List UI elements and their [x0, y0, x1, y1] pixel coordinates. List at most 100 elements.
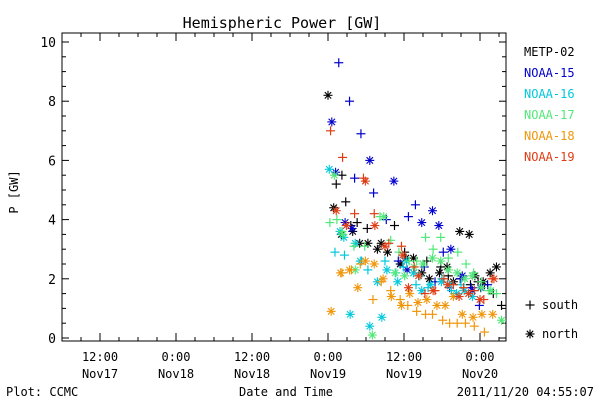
data-point-south: [355, 259, 365, 269]
data-point-south: [469, 321, 479, 331]
marker-stroke: [366, 322, 374, 330]
data-point-north: [327, 117, 337, 127]
marker-stroke: [361, 257, 369, 265]
marker-stroke: [428, 207, 437, 215]
data-point-south: [341, 197, 351, 207]
marker-stroke: [391, 269, 399, 277]
data-point-south: [439, 274, 449, 284]
marker-legend-symbol: [525, 300, 535, 310]
legend-item: NOAA-17: [524, 108, 575, 122]
marker-stroke: [348, 224, 356, 233]
data-point-north: [422, 295, 432, 305]
marker-stroke: [437, 257, 445, 265]
data-point-north: [360, 256, 370, 266]
marker-stroke: [383, 248, 392, 256]
data-point-north: [376, 238, 386, 248]
marker-stroke: [377, 239, 385, 247]
marker-stroke: [396, 260, 404, 268]
data-point-north: [365, 155, 375, 165]
marker-stroke: [497, 316, 506, 324]
data-point-south: [409, 262, 419, 272]
data-point-south: [390, 221, 399, 231]
x-tick-label-date: Nov18: [158, 367, 194, 381]
marker-stroke: [441, 301, 449, 310]
x-axis-label: Date and Time: [239, 385, 333, 399]
data-point-south: [338, 152, 348, 162]
data-point-south: [438, 247, 448, 257]
data-point-north: [367, 330, 377, 340]
data-point-south: [332, 215, 342, 225]
data-point-north: [372, 244, 382, 254]
marker-stroke: [379, 275, 387, 283]
marker-stroke: [489, 310, 497, 318]
marker-stroke: [361, 177, 369, 185]
data-point-south: [339, 250, 349, 260]
marker-legend-label: south: [542, 298, 578, 312]
data-point-south: [411, 280, 421, 290]
data-point-north: [477, 309, 487, 319]
data-point-north: [345, 265, 355, 275]
data-point-north: [446, 244, 456, 254]
data-point-north: [390, 268, 400, 278]
data-point-north: [454, 292, 464, 302]
data-point-north: [432, 300, 442, 310]
marker-stroke: [340, 233, 348, 241]
footer-left: Plot: CCMC: [6, 385, 78, 399]
marker-stroke: [414, 298, 422, 307]
y-tick-label: 4: [48, 214, 56, 229]
marker-stroke: [455, 292, 463, 301]
marker-stroke: [444, 266, 452, 274]
series-markers: [326, 126, 499, 305]
data-point-north: [379, 212, 389, 222]
data-point-south: [369, 188, 379, 198]
marker-stroke: [490, 275, 498, 283]
data-point-south: [349, 241, 359, 251]
data-point-south: [412, 306, 422, 316]
marker-stroke: [486, 269, 494, 277]
marker-stroke: [427, 281, 435, 289]
marker-stroke: [444, 281, 452, 289]
data-point-south: [345, 96, 355, 106]
data-point-south: [438, 315, 448, 325]
data-point-north: [497, 315, 507, 325]
marker-stroke: [330, 171, 338, 179]
x-tick-label-time: 12:00: [386, 350, 422, 364]
y-tick-label: 2: [48, 273, 56, 288]
data-point-south: [368, 295, 378, 305]
data-point-north: [428, 286, 438, 296]
marker-stroke: [381, 242, 389, 250]
data-point-north: [409, 268, 418, 278]
x-tick-label-date: Nov20: [462, 367, 498, 381]
marker-stroke: [342, 221, 350, 230]
data-point-north: [386, 292, 396, 302]
data-point-north: [485, 268, 495, 278]
x-tick-label-time: 0:00: [314, 350, 343, 364]
marker-stroke: [337, 269, 345, 277]
marker-stroke: [526, 330, 534, 338]
x-tick-label-date: Nov19: [386, 367, 422, 381]
x-tick-label-time: 12:00: [234, 350, 270, 364]
data-point-north: [457, 309, 467, 319]
marker-stroke: [371, 221, 379, 230]
legend: METP-02 NOAA-15 NOAA-16 NOAA-17 NOAA-18 NOAA-…: [524, 45, 575, 164]
data-point-south: [362, 223, 372, 233]
data-point-north: [475, 295, 485, 305]
marker-stroke: [394, 278, 402, 286]
marker-stroke: [425, 275, 433, 283]
data-point-south: [461, 259, 471, 269]
data-point-north: [488, 309, 498, 319]
data-point-south: [460, 318, 470, 328]
legend-item: NOAA-18: [524, 129, 575, 143]
marker-stroke: [324, 91, 332, 99]
marker-stroke: [465, 290, 473, 298]
marker-stroke: [373, 245, 381, 253]
x-axis: 12:00 Nov17 0:00 Nov18 12:00 Nov18 0:00 Nov19 12…: [80, 33, 500, 381]
x-tick-label-date: Nov19: [310, 367, 346, 381]
series-markers: [326, 256, 498, 337]
marker-stroke: [328, 118, 336, 126]
series-markers: [325, 170, 507, 340]
data-point-north: [336, 268, 346, 278]
marker-stroke: [461, 275, 469, 283]
chart-title: Hemispheric Power [GW]: [183, 14, 382, 32]
marker-stroke: [458, 310, 466, 318]
